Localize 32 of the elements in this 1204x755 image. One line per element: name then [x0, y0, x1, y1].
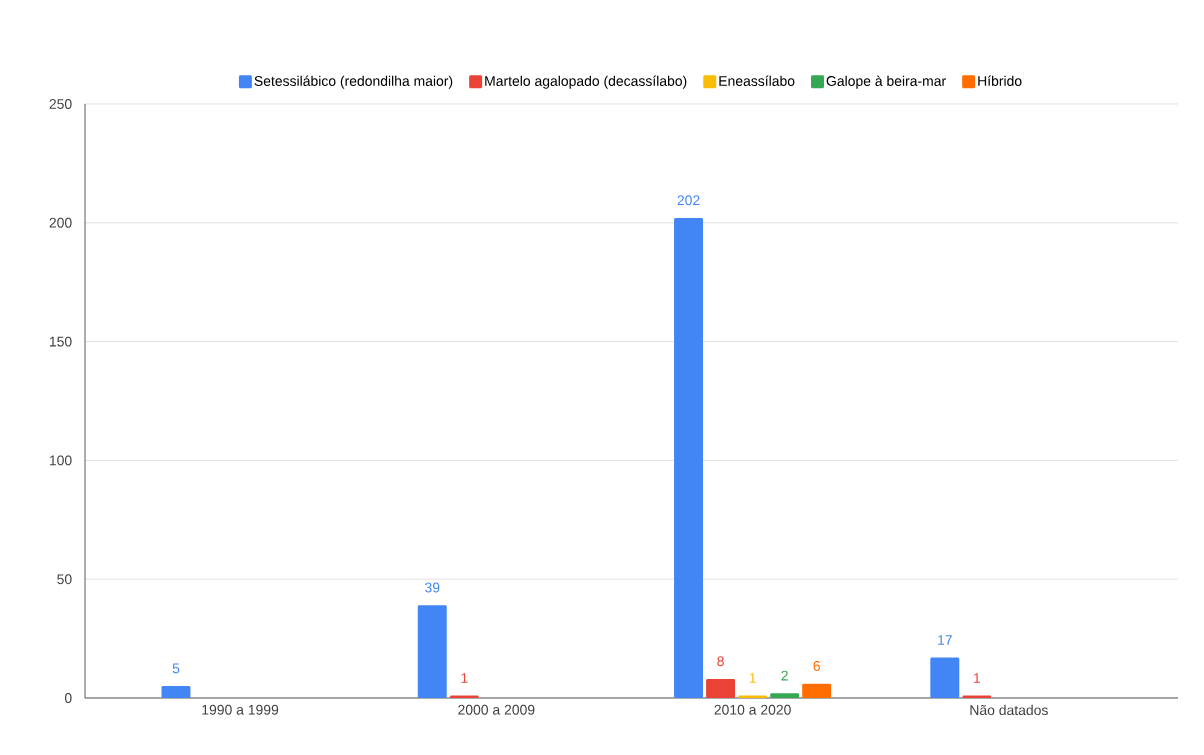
- bar: [706, 678, 736, 698]
- legend-label: Eneassílabo: [719, 75, 795, 86]
- bar: [930, 657, 960, 698]
- y-tick-label: 50: [57, 574, 72, 585]
- legend-label: Setessilábico (redondilha maior): [254, 75, 453, 89]
- bar: [770, 693, 800, 698]
- y-tick-label: 250: [49, 99, 72, 109]
- data-label: 1: [749, 673, 756, 683]
- legend-label: Martelo agalopado (decassílabo): [485, 75, 687, 89]
- data-label: 1: [974, 673, 981, 683]
- legend-label: Híbrido: [978, 75, 1022, 86]
- bar: [161, 686, 191, 698]
- bar: [674, 218, 704, 698]
- x-tick-label: Não datados: [970, 704, 1048, 716]
- y-tick-label: 200: [49, 217, 72, 228]
- bar: [417, 605, 447, 698]
- data-label: 202: [677, 195, 700, 206]
- data-label: 17: [938, 635, 952, 645]
- legend-label: Galope à beira-mar: [826, 75, 946, 89]
- data-label: 8: [717, 656, 724, 667]
- x-tick-label: 2000 a 2009: [458, 704, 535, 715]
- y-tick-label: 100: [49, 455, 72, 466]
- data-label: 2: [781, 670, 788, 681]
- x-tick-label: 1990 a 1999: [202, 704, 279, 715]
- data-label: 6: [813, 661, 820, 671]
- data-label: 5: [172, 663, 180, 674]
- data-label: 39: [425, 582, 440, 593]
- data-label: 1: [461, 673, 468, 683]
- y-tick-label: 0: [64, 693, 72, 703]
- bar: [802, 683, 832, 698]
- x-tick-label: 2010 a 2020: [714, 704, 791, 715]
- y-tick-label: 150: [49, 336, 72, 347]
